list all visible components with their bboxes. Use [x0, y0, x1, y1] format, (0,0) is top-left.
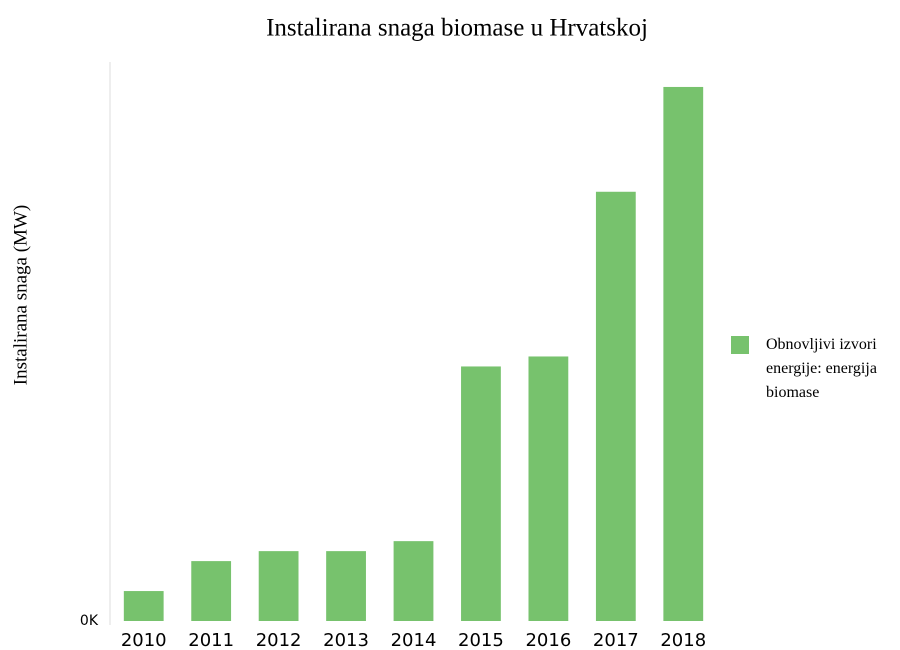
y-tick-label: 0K	[80, 613, 99, 629]
bar	[326, 551, 366, 621]
bar	[663, 86, 704, 621]
bar	[191, 561, 232, 621]
y-axis-label: Instalirana snaga (MW)	[10, 205, 31, 385]
bar	[461, 366, 501, 621]
x-tick-label: 2018	[660, 630, 706, 650]
bar	[258, 551, 299, 621]
bar	[528, 356, 569, 621]
x-tick-label: 2012	[256, 630, 302, 650]
x-tick-label: 2017	[593, 630, 639, 650]
legend-swatch	[731, 336, 749, 354]
x-tick-label: 2014	[391, 630, 437, 650]
bar	[123, 591, 164, 621]
chart-title: Instalirana snaga biomase u Hrvatskoj	[266, 15, 648, 42]
x-tick-label: 2016	[525, 630, 571, 650]
x-tick-label: 2013	[323, 630, 369, 650]
bar	[393, 541, 434, 621]
x-tick-label: 2010	[121, 630, 167, 650]
bar	[595, 191, 636, 621]
x-tick-label: 2015	[458, 630, 504, 650]
legend-label: Obnovljivi izvori energije: energija bio…	[766, 336, 877, 401]
x-tick-label: 2011	[188, 630, 234, 650]
